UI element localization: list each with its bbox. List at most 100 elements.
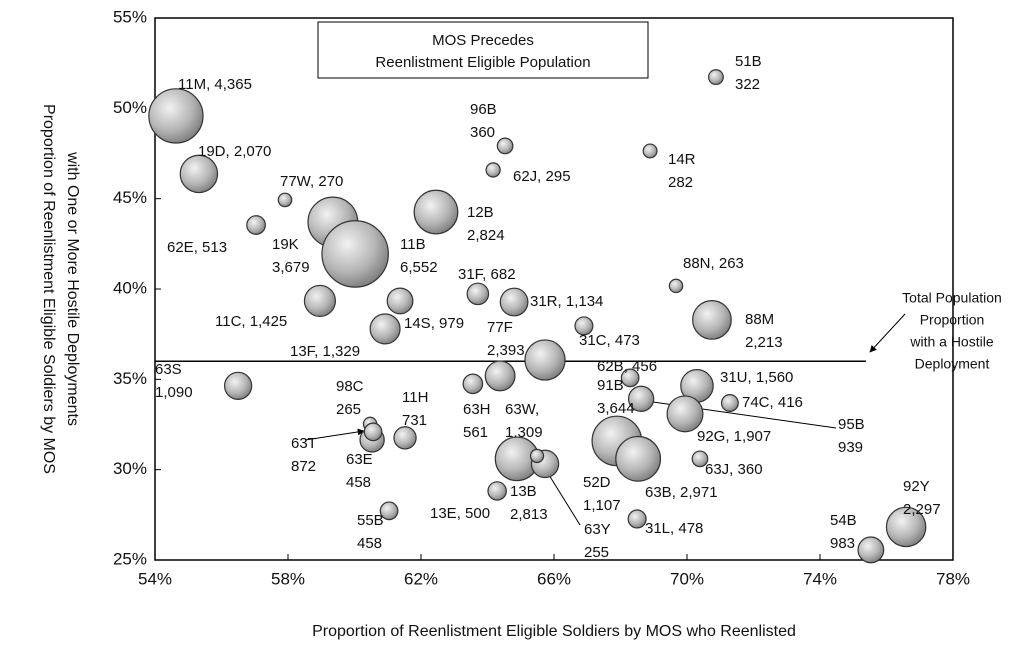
arrow: [304, 428, 365, 441]
point-label: 265: [336, 401, 361, 418]
bubble: [529, 448, 545, 464]
bubble: [524, 339, 566, 381]
point-label: 2,813: [510, 506, 548, 523]
y-tick-label: 35%: [113, 369, 147, 388]
bubble: [668, 278, 684, 294]
point-label: 98C: [336, 378, 364, 395]
bubble: [666, 395, 704, 433]
bubble: [857, 536, 885, 564]
point-label: 74C, 416: [742, 394, 803, 411]
plot-frame: [154, 17, 954, 561]
point-label: 63W,: [505, 401, 539, 418]
bubble: [369, 313, 401, 345]
bubble: [246, 215, 266, 235]
point-label: 872: [291, 458, 316, 475]
bubble: [277, 192, 293, 208]
point-label: 62J, 295: [513, 168, 571, 185]
point-label: 458: [346, 474, 371, 491]
point-label: 3,679: [272, 259, 310, 276]
point-label: 55B: [357, 512, 384, 529]
point-label: 939: [838, 439, 863, 456]
bubble: [148, 88, 204, 144]
bubble: [466, 282, 490, 306]
point-label: 88M: [745, 311, 774, 328]
x-axis-title: Proportion of Reenlistment Eligible Sold…: [312, 623, 796, 640]
point-label: 62E, 513: [167, 239, 227, 256]
point-label: 6,552: [400, 259, 438, 276]
bubble: [386, 287, 414, 315]
point-label: 91B: [597, 377, 624, 394]
point-label: 13F, 1,329: [290, 343, 360, 360]
bubble: [496, 137, 514, 155]
bubble: [379, 501, 399, 521]
point-label: 96B: [470, 101, 497, 118]
box-text: Reenlistment Eligible Population: [375, 54, 590, 71]
bubble: [620, 368, 640, 388]
x-tick-label: 78%: [936, 569, 970, 588]
point-label: 31R, 1,134: [530, 293, 603, 310]
bubble: [485, 162, 501, 178]
bubble: [413, 189, 459, 235]
point-label: 92G, 1,907: [697, 428, 771, 445]
reference-label: Total Population: [902, 290, 1002, 306]
point-label: 11C, 1,425: [215, 313, 287, 330]
point-label: 11H: [402, 389, 428, 406]
point-label: 2,824: [467, 227, 505, 244]
x-tick-label: 62%: [404, 569, 438, 588]
x-tick-label: 58%: [271, 569, 305, 588]
point-label: 13E, 500: [430, 505, 490, 522]
point-label: 19D, 2,070: [198, 143, 271, 160]
bubble: [691, 450, 709, 468]
bubble: [303, 284, 336, 318]
bubble: [627, 509, 647, 529]
x-tick-label: 70%: [670, 569, 704, 588]
bubble: [720, 394, 739, 412]
point-label: 88N, 263: [683, 255, 744, 272]
bubble: [499, 287, 529, 317]
point-label: 54B: [830, 512, 857, 529]
point-label: 14S, 979: [404, 315, 464, 332]
box-text: MOS Precedes: [432, 32, 534, 49]
y-tick-label: 45%: [113, 188, 147, 207]
point-label: 63E: [346, 451, 373, 468]
point-label: 63T: [291, 435, 317, 452]
bubble: [223, 371, 253, 400]
point-label: 2,297: [903, 501, 941, 518]
point-label: 31U, 1,560: [720, 369, 793, 386]
bubble: [574, 316, 594, 336]
point-label: 63S: [155, 361, 182, 378]
x-tick-label: 54%: [138, 569, 172, 588]
point-label: 95B: [838, 416, 865, 433]
y-tick-label: 55%: [113, 7, 147, 26]
point-label: 62B, 456: [597, 358, 657, 375]
point-label: 983: [830, 535, 855, 552]
arrow: [869, 313, 906, 353]
point-label: 63B, 2,971: [645, 484, 718, 501]
bubble: [615, 435, 662, 482]
y-tick-label: 30%: [113, 459, 147, 478]
point-label: 51B: [735, 53, 762, 70]
y-axis-title: Proportion of Reenlistment Eligible Sold…: [40, 104, 57, 474]
point-label: 458: [357, 535, 382, 552]
point-label: 2,393: [487, 342, 525, 359]
point-label: 14R: [668, 151, 696, 168]
point-label: 282: [668, 174, 693, 191]
point-label: 1,090: [155, 384, 193, 401]
point-label: 561: [463, 424, 488, 441]
point-label: 11M, 4,365: [178, 76, 252, 93]
point-label: 77F: [487, 319, 513, 336]
bubble: [692, 300, 732, 340]
y-tick-label: 25%: [113, 549, 147, 568]
point-label: 31F, 682: [458, 266, 516, 283]
y-tick-label: 40%: [113, 278, 147, 297]
bubble: [363, 422, 383, 442]
point-label: 63J, 360: [705, 461, 763, 478]
bubble: [642, 143, 658, 159]
bubble: [321, 220, 389, 288]
point-label: 360: [470, 124, 495, 141]
bubble: [393, 426, 417, 450]
x-tick-label: 74%: [803, 569, 837, 588]
y-tick-label: 50%: [113, 98, 147, 117]
point-label: 31L, 478: [645, 520, 703, 537]
